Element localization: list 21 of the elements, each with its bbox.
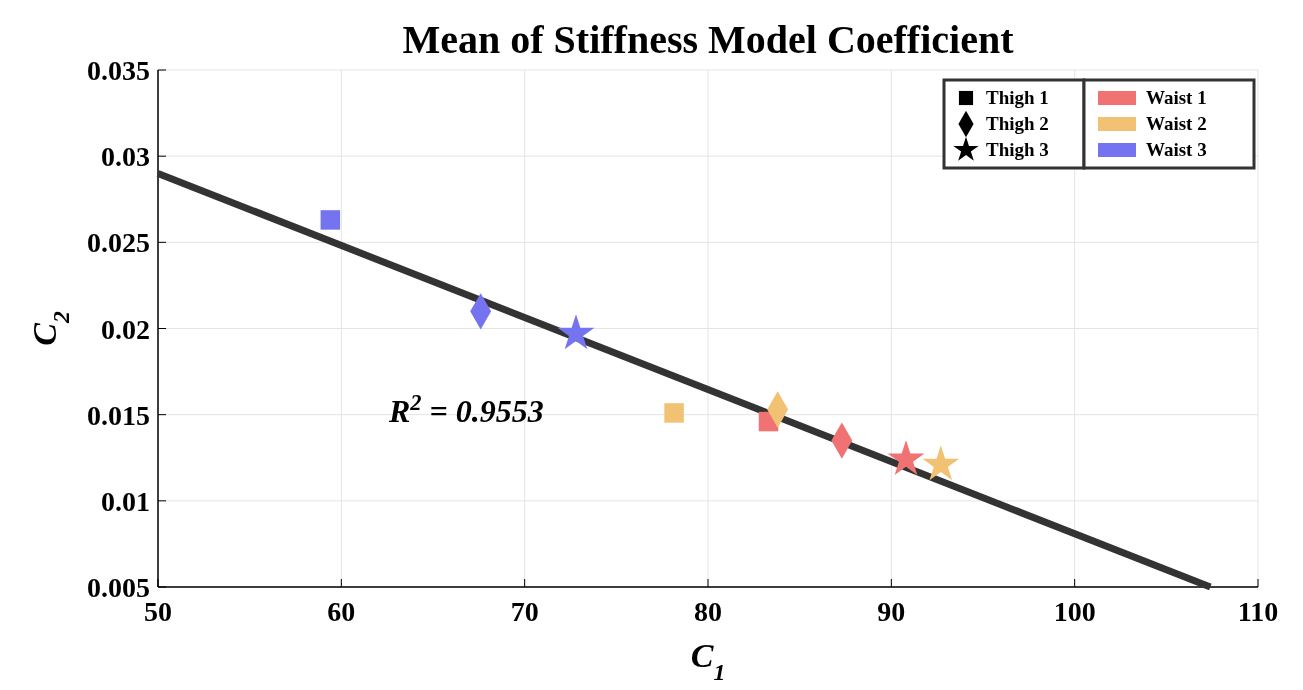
legend-label: Waist 2 — [1146, 113, 1207, 134]
y-tick-label: 0.03 — [101, 141, 150, 173]
text: Thigh 1 — [986, 87, 1049, 108]
x-tick-label: 110 — [1237, 596, 1279, 627]
x-tick-label: 90 — [877, 596, 906, 627]
x-tick-label: 70 — [510, 596, 539, 627]
x-axis-title: C$_{1}$ — [690, 637, 726, 685]
y-tick-label: 0.035 — [87, 55, 150, 86]
y-tick-label: 0.015 — [87, 399, 150, 431]
x-tick-label: 80 — [694, 596, 722, 627]
y-tick-label: 0.02 — [101, 313, 150, 345]
x-tick-label: 100 — [1053, 596, 1096, 627]
legend-label: Waist 3 — [1146, 139, 1207, 160]
x-tick-label: 60 — [327, 596, 356, 627]
y-tick-label: 0.025 — [87, 227, 150, 259]
text: Thigh 2 — [986, 113, 1049, 134]
annotation: R$^{2}$ = 0.9553 — [388, 389, 544, 429]
text: Thigh 3 — [986, 139, 1049, 160]
chart-title: Mean of Stiffness Model Coefficient — [402, 17, 1015, 62]
y-tick-label: 0.01 — [101, 485, 150, 517]
legend-label: Waist 1 — [1146, 87, 1207, 108]
